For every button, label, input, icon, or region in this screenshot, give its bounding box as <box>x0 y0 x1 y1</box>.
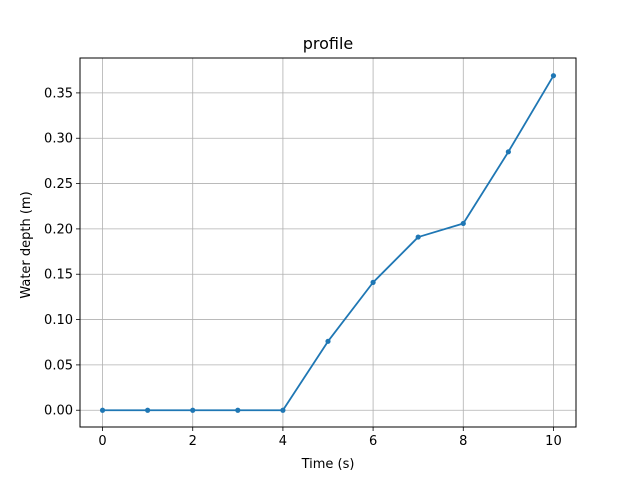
data-point <box>550 73 557 79</box>
y-tick-label: 0.10 <box>44 313 73 328</box>
data-point <box>370 279 376 285</box>
x-tick-label: 8 <box>459 434 467 449</box>
data-point <box>190 407 196 413</box>
data-point <box>460 220 466 227</box>
data-point <box>235 407 241 413</box>
y-tick-label: 0.30 <box>44 132 73 147</box>
y-axis: 0.00 0.05 0.10 0.15 0.20 0.25 0.30 0.35 <box>44 86 80 419</box>
data-point <box>99 407 106 413</box>
y-tick-label: 0.15 <box>44 268 73 283</box>
data-point <box>415 234 421 240</box>
x-tick-label: 4 <box>279 434 287 449</box>
y-tick-label: 0.00 <box>44 404 73 419</box>
plot-frame <box>79 57 577 428</box>
grid <box>80 58 576 427</box>
data-point <box>145 407 151 413</box>
x-tick-label: 6 <box>369 434 377 449</box>
x-tick-label: 0 <box>98 434 106 449</box>
y-tick-label: 0.05 <box>44 358 73 373</box>
y-axis-label: Water depth (m) <box>19 191 34 298</box>
y-tick-label: 0.25 <box>44 177 73 192</box>
data-point <box>505 149 511 155</box>
x-tick-label: 10 <box>545 434 562 449</box>
data-point <box>280 407 286 413</box>
chart-title: profile <box>303 34 354 53</box>
x-axis: 0 2 4 6 8 10 <box>98 427 562 449</box>
series-layer <box>99 73 557 413</box>
data-point <box>325 338 331 344</box>
x-tick-label: 2 <box>189 434 197 449</box>
x-axis-label: Time (s) <box>301 457 355 472</box>
y-tick-label: 0.20 <box>44 222 73 237</box>
y-tick-label: 0.35 <box>44 86 73 101</box>
